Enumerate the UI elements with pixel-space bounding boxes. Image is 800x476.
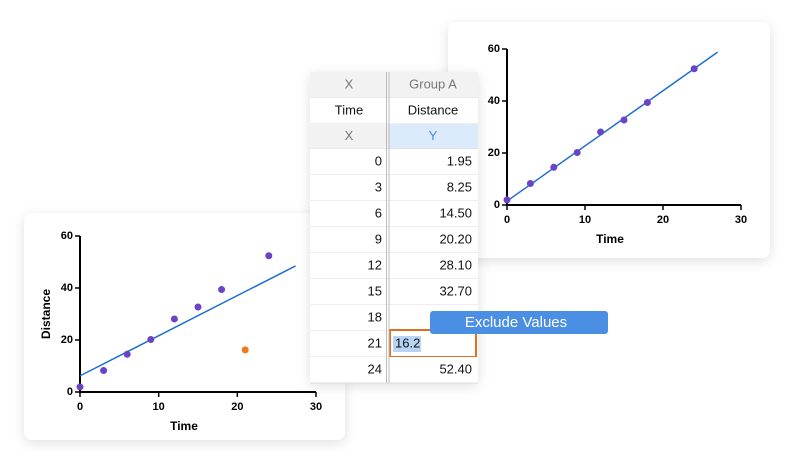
table-cell [310,201,388,227]
data-point [170,315,178,323]
table-cell [388,227,478,253]
data-point [100,367,108,375]
x-cell: 24 [368,361,382,376]
data-point [147,335,155,343]
x-tick-label: 20 [657,214,669,226]
table-cell [310,124,388,149]
column-header: Time [335,102,363,117]
data-point [690,65,698,73]
x-cell: 3 [375,179,382,194]
data-point [76,383,84,391]
y-axis-title: Distance [39,289,53,339]
column-header: X [345,128,354,143]
x-axis-title: Time [170,419,198,433]
x-tick-label: 30 [310,401,322,413]
menu-item-bg[interactable] [430,311,608,334]
data-point [643,99,651,107]
data-point [503,196,511,204]
text-selection [393,336,421,352]
data-point [265,252,273,260]
table-cell [310,175,388,201]
y-cell: 52.40 [439,361,472,376]
menu-item[interactable]: Exclude Values [465,314,567,331]
editing-value[interactable]: 16.2 [395,335,420,350]
table-cell [310,357,388,383]
y-cell: 14.50 [439,205,472,220]
x-cell: 12 [368,257,382,272]
y-cell: 32.70 [439,283,472,298]
y-cell: 28.10 [439,257,472,272]
column-header: X [345,76,354,91]
data-table: X Group A Time Distance X Y 0 1.95 3 8.25 6 14.50 9 2… [310,72,478,384]
table-cell [388,72,478,98]
table-cell [388,253,478,279]
x-tick-label: 30 [735,214,747,226]
table-cell [310,98,388,124]
table-cell [388,175,478,201]
table-cell [388,98,478,124]
table-cell [310,331,388,357]
data-point [620,116,628,124]
table-cell [310,305,388,331]
x-cell: 21 [368,335,382,350]
column-header: Group A [409,76,457,91]
data-point [194,303,202,311]
table-cell [388,149,478,175]
data-point [550,163,558,171]
fit-line [506,51,719,202]
y-tick-label: 20 [488,147,500,159]
table-cell [310,227,388,253]
data-point [241,346,249,354]
table-cell [388,357,478,383]
left-graph-card: 0 10 20 30 0 20 40 60 Time Distance [24,213,345,440]
table-cell [388,124,478,149]
context-menu: Exclude Values [430,311,608,334]
right-graph-card: 0 10 20 30 0 20 40 60 Time [448,22,770,258]
y-tick-label: 40 [488,95,500,107]
x-cell: 15 [368,283,382,298]
x-cell: 9 [375,231,382,246]
fit-line [79,265,296,377]
table-cell [388,279,478,305]
column-header: Y [429,128,438,143]
column-header: Distance [408,102,459,117]
table-cell [310,149,388,175]
x-cell: 18 [368,309,382,324]
x-axis-title: Time [596,232,624,246]
x-tick-label: 20 [231,401,243,413]
table-cell [310,253,388,279]
card [24,213,345,440]
data-point [218,286,226,294]
x-cell: 0 [375,153,382,168]
y-tick-label: 0 [494,199,500,211]
y-tick-label: 40 [61,282,73,294]
x-tick-label: 0 [504,214,510,226]
y-cell: 1.95 [447,153,472,168]
y-tick-label: 0 [67,386,73,398]
data-point [597,128,605,136]
y-cell: 8.25 [447,179,472,194]
x-tick-label: 10 [153,401,165,413]
x-tick-label: 0 [77,401,83,413]
data-point [123,350,131,358]
y-tick-label: 60 [488,43,500,55]
table-cell [310,72,388,98]
table-cell [310,279,388,305]
data-point [526,180,534,188]
table-cell [388,201,478,227]
y-tick-label: 60 [61,230,73,242]
data-point [573,148,581,156]
y-tick-label: 20 [61,334,73,346]
card [448,22,770,258]
x-cell: 6 [375,205,382,220]
y-cell: 20.20 [439,231,472,246]
x-tick-label: 10 [579,214,591,226]
